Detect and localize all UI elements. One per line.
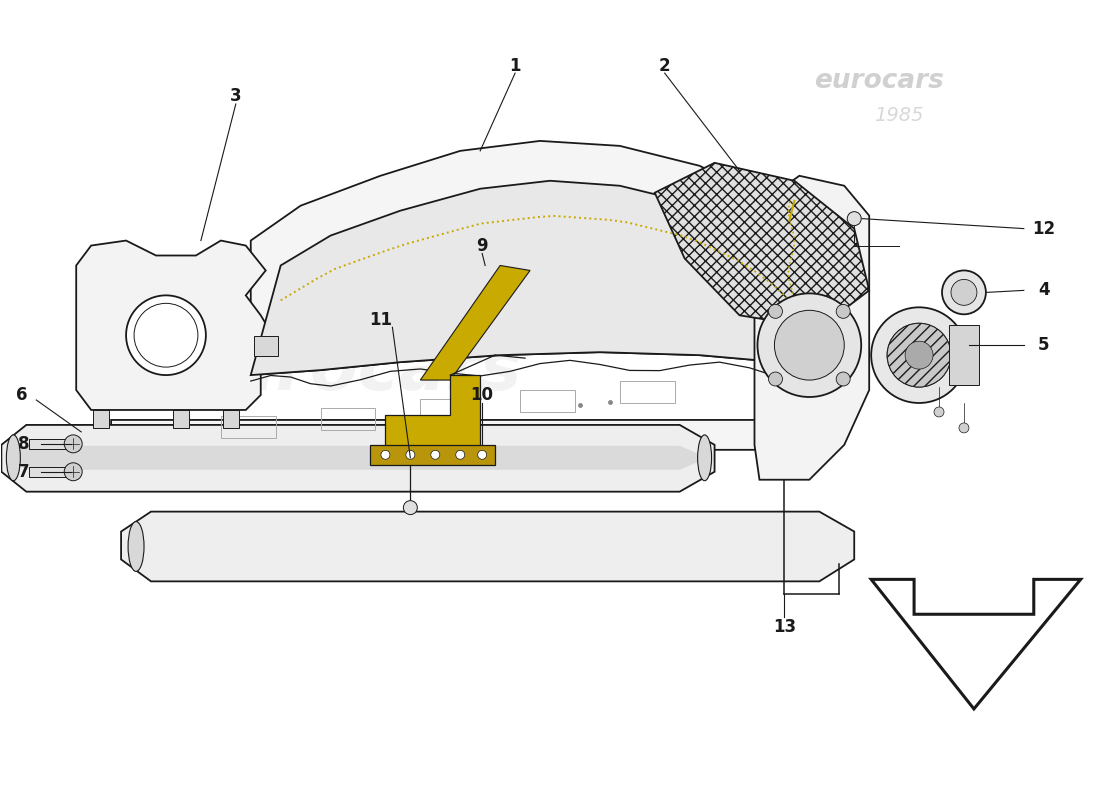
Polygon shape: [371, 445, 495, 465]
Text: 1: 1: [509, 57, 520, 75]
Circle shape: [64, 435, 82, 453]
Circle shape: [381, 450, 389, 459]
Polygon shape: [654, 163, 869, 328]
Text: 9: 9: [476, 237, 488, 254]
Polygon shape: [30, 439, 66, 449]
Circle shape: [769, 304, 782, 318]
Polygon shape: [254, 336, 277, 356]
Polygon shape: [1, 425, 715, 492]
Circle shape: [769, 372, 782, 386]
Circle shape: [126, 295, 206, 375]
Text: 5: 5: [1038, 336, 1049, 354]
Circle shape: [952, 279, 977, 306]
Polygon shape: [251, 181, 829, 380]
Text: 2: 2: [659, 57, 671, 75]
Polygon shape: [76, 241, 276, 410]
Polygon shape: [94, 410, 109, 428]
Polygon shape: [223, 410, 239, 428]
Circle shape: [887, 323, 952, 387]
Circle shape: [871, 307, 967, 403]
Text: 3: 3: [230, 87, 242, 105]
Polygon shape: [121, 512, 855, 582]
Circle shape: [942, 270, 986, 314]
Circle shape: [905, 342, 933, 369]
Circle shape: [455, 450, 464, 459]
Circle shape: [847, 212, 861, 226]
Text: 12: 12: [1032, 219, 1055, 238]
Text: 7: 7: [18, 462, 29, 481]
Ellipse shape: [7, 435, 20, 481]
Text: eurocars: eurocars: [179, 337, 521, 404]
Circle shape: [774, 310, 845, 380]
Text: 10: 10: [471, 386, 494, 404]
Polygon shape: [871, 579, 1080, 709]
Circle shape: [836, 304, 850, 318]
Text: 8: 8: [18, 435, 29, 453]
Circle shape: [836, 372, 850, 386]
Text: 1985: 1985: [874, 106, 924, 126]
Polygon shape: [755, 176, 869, 480]
Circle shape: [887, 323, 952, 387]
Polygon shape: [30, 466, 66, 477]
Ellipse shape: [128, 522, 144, 571]
Polygon shape: [949, 326, 979, 385]
Text: 4: 4: [1038, 282, 1049, 299]
Circle shape: [64, 462, 82, 481]
Text: 6: 6: [15, 386, 28, 404]
Polygon shape: [173, 410, 189, 428]
Text: a passion for parts since 1985: a passion for parts since 1985: [244, 450, 516, 469]
Circle shape: [406, 450, 415, 459]
Polygon shape: [111, 365, 849, 450]
Ellipse shape: [697, 435, 712, 481]
Circle shape: [431, 450, 440, 459]
Circle shape: [934, 407, 944, 417]
Circle shape: [758, 294, 861, 397]
Circle shape: [404, 501, 417, 514]
Polygon shape: [420, 266, 530, 380]
Text: 11: 11: [368, 311, 392, 330]
Text: 13: 13: [773, 618, 796, 636]
Circle shape: [477, 450, 486, 459]
Text: eurocars: eurocars: [814, 68, 944, 94]
Polygon shape: [778, 334, 802, 353]
Polygon shape: [251, 141, 829, 375]
Circle shape: [959, 423, 969, 433]
Polygon shape: [8, 446, 707, 470]
Polygon shape: [385, 375, 481, 450]
